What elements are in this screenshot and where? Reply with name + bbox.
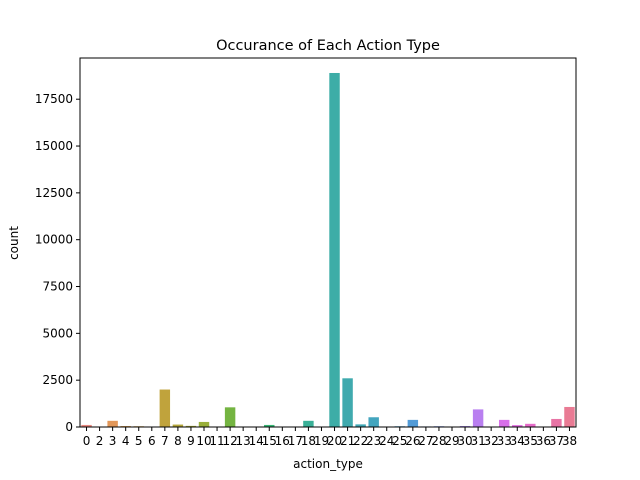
bar-33 <box>498 419 510 427</box>
y-tick-label: 17500 <box>35 92 73 106</box>
x-tick-label: 36 <box>536 434 551 448</box>
x-tick-label: 13 <box>236 434 251 448</box>
chart-title: Occurance of Each Action Type <box>216 38 440 54</box>
bar-7 <box>159 389 171 427</box>
bar-35 <box>525 423 536 427</box>
bar-8 <box>172 424 184 427</box>
x-tick-label: 15 <box>262 434 277 448</box>
x-tick-label: 28 <box>431 434 446 448</box>
x-axis-label: action_type <box>293 457 363 471</box>
x-tick-label: 7 <box>161 434 169 448</box>
x-tick-label: 20 <box>327 434 342 448</box>
bar-31 <box>472 409 484 427</box>
x-tick-label: 21 <box>340 434 355 448</box>
x-tick-label: 16 <box>275 434 290 448</box>
x-tick-label: 38 <box>562 434 577 448</box>
x-tick-label: 27 <box>418 434 433 448</box>
x-tick-label: 12 <box>222 434 237 448</box>
x-tick-label: 5 <box>135 434 143 448</box>
y-axis-label: count <box>7 226 21 260</box>
x-tick-label: 0 <box>83 434 91 448</box>
x-tick-label: 23 <box>366 434 381 448</box>
x-tick-label: 37 <box>549 434 564 448</box>
x-tick-label: 31 <box>470 434 485 448</box>
x-tick-label: 29 <box>444 434 459 448</box>
bars-group <box>81 72 575 427</box>
bar-37 <box>551 418 562 427</box>
y-tick-label: 10000 <box>35 233 73 247</box>
bar-12 <box>224 407 236 427</box>
bar-0 <box>81 424 92 427</box>
bar-21 <box>342 378 353 427</box>
x-tick-label: 11 <box>209 434 224 448</box>
y-tick-label: 5000 <box>42 326 73 340</box>
x-tick-label: 22 <box>353 434 368 448</box>
bar-38 <box>564 406 575 427</box>
y-tick-label: 2500 <box>42 373 73 387</box>
x-tick-label: 32 <box>484 434 499 448</box>
y-axis: 0 2500 5000 7500 10000 12500 15000 17500 <box>35 92 80 434</box>
x-tick-label: 35 <box>523 434 538 448</box>
x-tick-label: 30 <box>457 434 472 448</box>
bar-22 <box>355 424 366 427</box>
x-tick-label: 17 <box>288 434 303 448</box>
plot-frame <box>79 57 577 428</box>
x-tick-label: 3 <box>109 434 117 448</box>
x-tick-label: 19 <box>314 434 329 448</box>
bar-34 <box>512 425 523 427</box>
x-tick-label: 34 <box>510 434 525 448</box>
x-tick-label: 14 <box>249 434 264 448</box>
x-tick-label: 9 <box>187 434 195 448</box>
y-tick-label: 0 <box>65 420 73 434</box>
bar-18 <box>303 420 314 427</box>
bar-15 <box>264 424 275 427</box>
bar-23 <box>368 417 379 427</box>
x-tick-label: 24 <box>379 434 394 448</box>
x-tick-label: 26 <box>405 434 420 448</box>
bar-20 <box>329 72 340 427</box>
x-tick-label: 8 <box>174 434 182 448</box>
x-tick-label: 2 <box>96 434 104 448</box>
bar-26 <box>407 419 419 427</box>
x-tick-label: 10 <box>196 434 211 448</box>
x-tick-label: 33 <box>497 434 512 448</box>
x-tick-label: 4 <box>122 434 130 448</box>
y-tick-label: 12500 <box>35 186 73 200</box>
x-tick-label: 18 <box>301 434 316 448</box>
x-tick-label: 6 <box>148 434 156 448</box>
bar-9 <box>185 425 197 427</box>
x-tick-label: 25 <box>392 434 407 448</box>
y-tick-label: 15000 <box>35 139 73 153</box>
bar-10 <box>198 421 210 427</box>
y-tick-label: 7500 <box>42 280 73 294</box>
x-axis: 0 2 3 4 5 6 7 8 9 1011121314151617181920212223242… <box>83 427 577 448</box>
bar-3 <box>107 420 118 427</box>
